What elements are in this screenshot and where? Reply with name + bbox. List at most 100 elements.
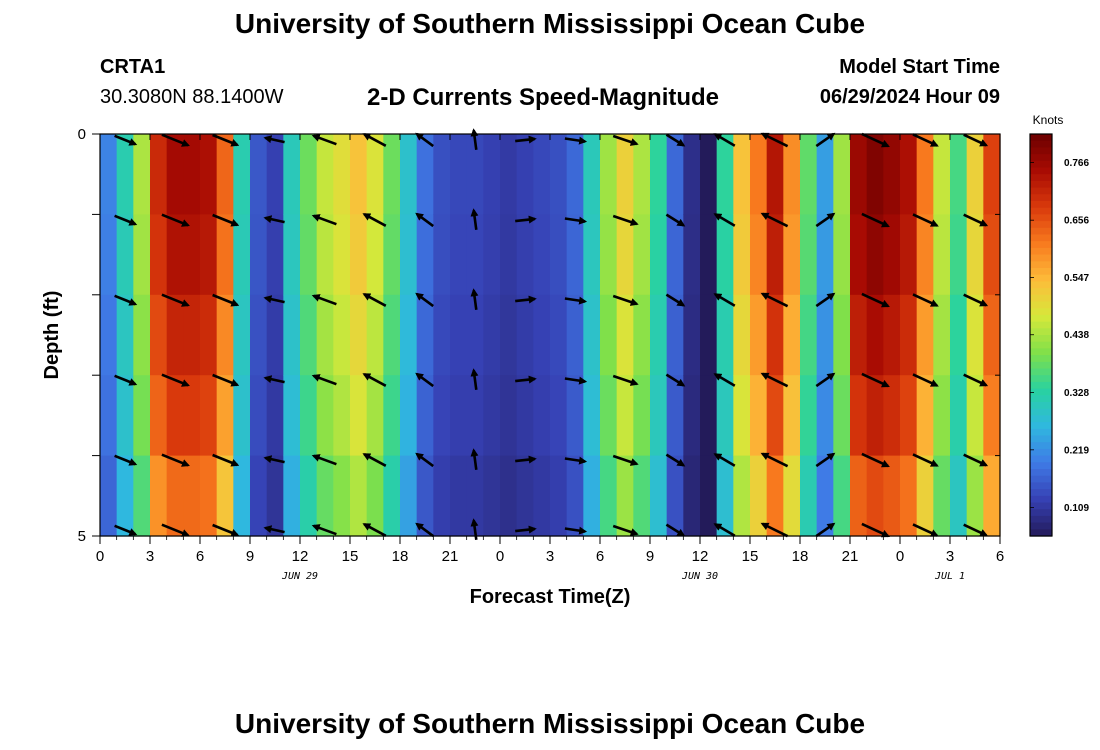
heatmap-cell [666, 375, 684, 457]
heatmap-cell [200, 294, 218, 376]
colorbar-swatch [1030, 361, 1052, 370]
colorbar-swatch [1030, 288, 1052, 296]
current-vector-arrow [212, 523, 240, 537]
colorbar-swatch [1030, 415, 1052, 423]
heatmap-cell [783, 214, 801, 296]
heatmap-cell [850, 214, 868, 296]
current-vector-arrow [161, 373, 190, 387]
heatmap-cell [283, 455, 301, 537]
colorbar-swatch [1030, 455, 1052, 463]
heatmap-cell [750, 455, 768, 537]
heatmap-cell [866, 294, 884, 376]
heatmap-cell [100, 375, 118, 457]
heatmap-cell [800, 375, 818, 457]
current-vector-arrow [362, 523, 387, 537]
colorbar-swatch [1030, 174, 1052, 182]
heatmap-cell [283, 375, 301, 457]
heatmap-cell [850, 294, 868, 376]
colorbar-swatch [1030, 388, 1052, 396]
heatmap-cell [850, 134, 868, 215]
x-tick-label: 9 [646, 548, 654, 565]
x-axis-title: Forecast Time(Z) [470, 586, 631, 608]
current-vector-arrow [263, 135, 285, 144]
heatmap-cell [333, 294, 351, 376]
colorbar-swatch [1030, 375, 1052, 383]
colorbar-swatch [1030, 268, 1052, 276]
heatmap-cell [966, 294, 984, 376]
current-vector-arrow [815, 452, 836, 468]
heatmap-cell [866, 375, 884, 457]
current-vector-arrow [815, 212, 836, 228]
heatmap-cell [300, 134, 318, 215]
colorbar-swatch [1030, 180, 1052, 189]
current-vector-arrow [665, 373, 686, 387]
date-label: JUL 1 [934, 571, 965, 582]
heatmap-cell [666, 214, 684, 296]
x-tick-label: 21 [442, 548, 459, 565]
heatmap-cell [450, 134, 468, 215]
heatmap-cell [550, 294, 568, 376]
current-vector-arrow [612, 134, 639, 146]
current-vector-arrow [612, 374, 639, 386]
current-vector-arrow [912, 293, 939, 307]
colorbar-swatch [1030, 147, 1052, 155]
heatmap-cell [783, 455, 801, 537]
heatmap-cell [883, 455, 901, 537]
heatmap-cell [616, 214, 634, 296]
current-vector-arrow [564, 376, 588, 385]
heatmap-cell [533, 134, 551, 215]
heatmap-cell [900, 375, 918, 457]
current-vector-arrow [760, 132, 789, 148]
heatmap-cell [783, 294, 801, 376]
heatmap-cell [566, 294, 584, 376]
heatmap-cell [483, 214, 501, 296]
colorbar-swatch [1030, 221, 1052, 229]
heatmap-cell [783, 375, 801, 457]
heatmap-cell [300, 294, 318, 376]
current-vector-arrow [912, 373, 939, 387]
heatmap-cell [250, 214, 268, 296]
heatmap-cell [516, 375, 534, 457]
heatmap-cells [100, 134, 1001, 537]
colorbar-swatch [1030, 515, 1052, 524]
heatmap-cell [366, 375, 384, 457]
heatmap-cell [433, 134, 451, 215]
heatmap-cell [450, 375, 468, 457]
heatmap-cell [533, 214, 551, 296]
heatmap-cell [200, 214, 218, 296]
heatmap-cell [800, 214, 818, 296]
colorbar-swatch [1030, 489, 1052, 497]
colorbar-swatch [1030, 301, 1052, 309]
current-vector-arrow [311, 524, 337, 536]
current-vector-arrow [212, 293, 240, 307]
heatmap-cell [550, 375, 568, 457]
x-tick-label: 9 [246, 548, 254, 565]
heatmap-cell [983, 455, 1001, 537]
heatmap-cell [233, 294, 251, 376]
model-start-label: Model Start Time [839, 56, 1000, 78]
current-vector-arrow [861, 452, 890, 468]
heatmap-cell [166, 294, 184, 376]
current-vector-arrow [415, 292, 434, 308]
plot-title: 2-D Currents Speed-Magnitude [367, 84, 720, 111]
heatmap-cell [716, 294, 734, 376]
heatmap-cell [616, 294, 634, 376]
current-vector-arrow [415, 212, 434, 228]
current-vector-arrow [564, 216, 588, 225]
current-vector-arrow [760, 212, 789, 228]
current-vector-arrow [470, 288, 479, 310]
colorbar-tick-label: 0.547 [1064, 273, 1089, 284]
heatmap-cell [333, 375, 351, 457]
colorbar-swatch [1030, 335, 1052, 343]
heatmap-cell [100, 455, 118, 537]
current-vector-arrow [815, 372, 836, 388]
current-vector-arrow [713, 453, 736, 467]
current-vector-arrow [311, 454, 337, 466]
heatmap-cell [383, 375, 401, 457]
heatmap-cell [266, 375, 284, 457]
current-vector-arrow [963, 453, 989, 467]
heatmap-cell [650, 214, 668, 296]
heatmap-cell [100, 294, 118, 376]
heatmap-cell [833, 214, 851, 296]
heatmap-cell [400, 214, 418, 296]
